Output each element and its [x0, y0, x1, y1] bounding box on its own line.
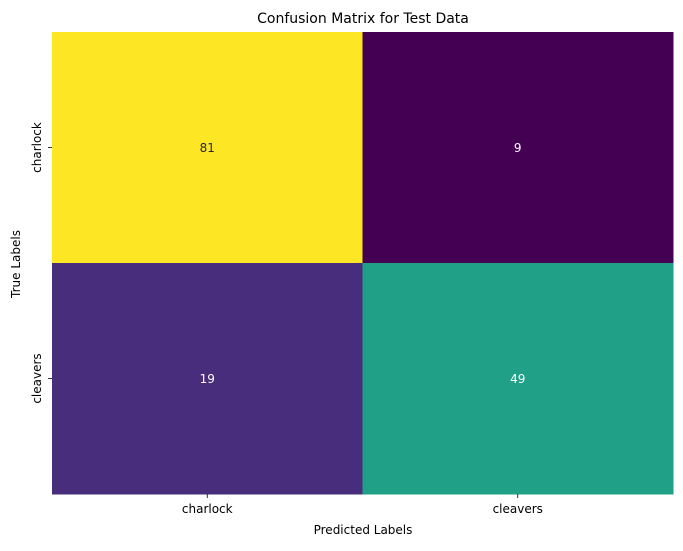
y-tick-label: charlock — [30, 122, 44, 173]
x-tick-label: charlock — [182, 502, 233, 516]
x-axis-ticks: charlock cleavers — [182, 494, 543, 516]
heatmap-cell-cleavers-cleavers — [362, 263, 674, 495]
x-axis-label: Predicted Labels — [314, 523, 413, 537]
x-tick-label: cleavers — [493, 502, 543, 516]
cell-value-label: 19 — [200, 372, 215, 386]
heatmap-cell-charlock-charlock — [52, 32, 363, 264]
cell-annotations: 81 9 19 49 — [200, 141, 526, 386]
y-tick-label: cleavers — [30, 353, 44, 403]
cell-value-label: 81 — [200, 141, 215, 155]
y-axis-label: True Labels — [9, 230, 23, 299]
heatmap-cells — [52, 32, 674, 495]
chart-title: Confusion Matrix for Test Data — [257, 11, 469, 27]
heatmap-cell-cleavers-charlock — [52, 263, 363, 495]
cell-value-label: 49 — [510, 372, 525, 386]
heatmap-cell-charlock-cleavers — [362, 32, 674, 264]
cell-value-label: 9 — [514, 141, 522, 155]
y-axis-ticks: charlock cleavers — [30, 122, 52, 404]
